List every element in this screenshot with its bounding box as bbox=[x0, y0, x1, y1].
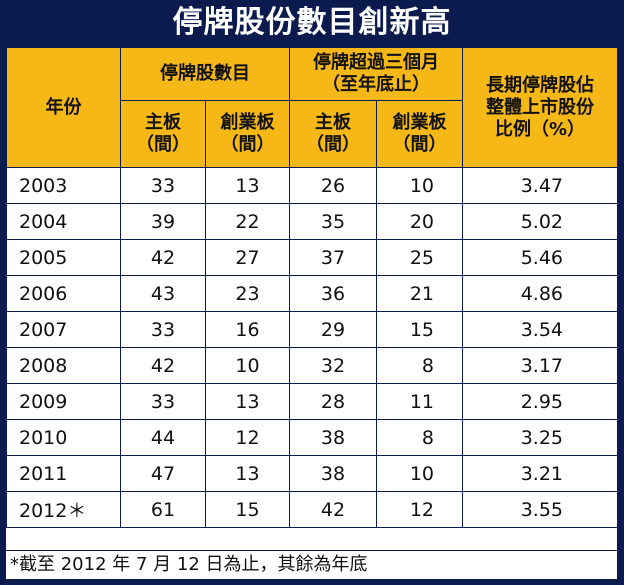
cell-year: 2005 bbox=[6, 239, 121, 276]
cell-suspended-gem: 15 bbox=[205, 491, 290, 528]
cell-long-main: 29 bbox=[289, 311, 377, 348]
cell-year: 2007 bbox=[6, 311, 121, 348]
cell-suspended-main: 42 bbox=[120, 347, 206, 384]
table-row: 2010 44 12 38 8 3.25 bbox=[6, 419, 618, 456]
cell-long-gem: 8 bbox=[376, 419, 463, 456]
header-ratio-line3: 比例（%） bbox=[494, 118, 586, 140]
header-year: 年份 bbox=[6, 47, 121, 168]
cell-year: 2003 bbox=[6, 167, 121, 204]
cell-suspended-gem: 13 bbox=[205, 383, 290, 420]
cell-ratio: 5.46 bbox=[462, 239, 618, 276]
cell-suspended-main: 33 bbox=[120, 311, 206, 348]
header-gem-long-line1: 創業板 bbox=[392, 112, 447, 133]
header-gem-long: 創業板 （間） bbox=[376, 100, 463, 168]
header-gem: 創業板 （間） bbox=[205, 100, 290, 168]
cell-suspended-gem: 22 bbox=[205, 203, 290, 240]
table-row: 2007 33 16 29 15 3.54 bbox=[6, 311, 618, 348]
cell-long-main: 28 bbox=[289, 383, 377, 420]
cell-long-gem: 11 bbox=[376, 383, 463, 420]
header-main-board-line1: 主板 bbox=[145, 112, 181, 133]
cell-year: 2006 bbox=[6, 275, 121, 312]
header-ratio-line2: 整體上市股份 bbox=[486, 96, 594, 118]
cell-suspended-gem: 12 bbox=[205, 419, 290, 456]
cell-suspended-gem: 13 bbox=[205, 455, 290, 492]
cell-suspended-main: 39 bbox=[120, 203, 206, 240]
cell-ratio: 3.54 bbox=[462, 311, 618, 348]
footnote: *截至 2012 年 7 月 12 日為止，其餘為年底 bbox=[6, 551, 617, 579]
cell-suspended-main: 33 bbox=[120, 383, 206, 420]
cell-long-main: 38 bbox=[289, 455, 377, 492]
header-gem-long-line2: （間） bbox=[392, 134, 447, 155]
table-row: 2008 42 10 32 8 3.17 bbox=[6, 347, 618, 384]
cell-ratio: 3.17 bbox=[462, 347, 618, 384]
header-gem-line2: （間） bbox=[220, 134, 275, 155]
cell-suspended-gem: 16 bbox=[205, 311, 290, 348]
cell-long-gem: 10 bbox=[376, 455, 463, 492]
cell-suspended-main: 47 bbox=[120, 455, 206, 492]
cell-suspended-gem: 13 bbox=[205, 167, 290, 204]
cell-long-main: 26 bbox=[289, 167, 377, 204]
header-gem-line1: 創業板 bbox=[220, 112, 275, 133]
cell-ratio: 4.86 bbox=[462, 275, 618, 312]
data-table: 年份 停牌股數目 停牌超過三個月 （至年底止） 長期停牌股佔 整體上市股份 比例… bbox=[6, 47, 618, 528]
cell-suspended-main: 61 bbox=[120, 491, 206, 528]
cell-year: 2011 bbox=[6, 455, 121, 492]
cell-long-main: 35 bbox=[289, 203, 377, 240]
cell-suspended-gem: 10 bbox=[205, 347, 290, 384]
header-main-board-long-line2: （間） bbox=[306, 134, 360, 155]
cell-long-gem: 10 bbox=[376, 167, 463, 204]
cell-suspended-gem: 27 bbox=[205, 239, 290, 276]
cell-ratio: 3.47 bbox=[462, 167, 618, 204]
cell-year: 2008 bbox=[6, 347, 121, 384]
table-row: 2011 47 13 38 10 3.21 bbox=[6, 455, 618, 492]
cell-suspended-main: 42 bbox=[120, 239, 206, 276]
cell-long-gem: 25 bbox=[376, 239, 463, 276]
cell-long-main: 42 bbox=[289, 491, 377, 528]
header-long-suspended: 停牌超過三個月 （至年底止） bbox=[289, 47, 463, 101]
cell-year: 2010 bbox=[6, 419, 121, 456]
table-row: 2012＊ 61 15 42 12 3.55 bbox=[6, 491, 618, 528]
cell-long-main: 37 bbox=[289, 239, 377, 276]
cell-long-main: 36 bbox=[289, 275, 377, 312]
data-table-wrapper: 年份 停牌股數目 停牌超過三個月 （至年底止） 長期停牌股佔 整體上市股份 比例… bbox=[6, 47, 618, 550]
cell-long-gem: 12 bbox=[376, 491, 463, 528]
header-ratio-line1: 長期停牌股佔 bbox=[486, 74, 594, 96]
cell-ratio: 5.02 bbox=[462, 203, 618, 240]
cell-long-main: 38 bbox=[289, 419, 377, 456]
header-main-board-line2: （間） bbox=[136, 134, 190, 155]
cell-suspended-main: 33 bbox=[120, 167, 206, 204]
table-body: 2003 33 13 26 10 3.47 2004 39 22 35 20 5.02 2005 42 27… bbox=[6, 167, 618, 528]
table-row: 2009 33 13 28 11 2.95 bbox=[6, 383, 618, 420]
cell-long-main: 32 bbox=[289, 347, 377, 384]
cell-suspended-main: 43 bbox=[120, 275, 206, 312]
cell-year: 2004 bbox=[6, 203, 121, 240]
table-row: 2004 39 22 35 20 5.02 bbox=[6, 203, 618, 240]
table-row: 2005 42 27 37 25 5.46 bbox=[6, 239, 618, 276]
header-main-board-long: 主板 （間） bbox=[289, 100, 377, 168]
cell-ratio: 2.95 bbox=[462, 383, 618, 420]
cell-long-gem: 15 bbox=[376, 311, 463, 348]
header-main-board: 主板 （間） bbox=[120, 100, 206, 168]
cell-year: 2012＊ bbox=[6, 491, 121, 528]
cell-ratio: 3.25 bbox=[462, 419, 618, 456]
header-ratio: 長期停牌股佔 整體上市股份 比例（%） bbox=[462, 47, 618, 168]
cell-ratio: 3.55 bbox=[462, 491, 618, 528]
cell-long-gem: 21 bbox=[376, 275, 463, 312]
header-suspended-count: 停牌股數目 bbox=[120, 47, 290, 101]
header-long-suspended-line2: （至年底止） bbox=[322, 74, 430, 95]
table-row: 2006 43 23 36 21 4.86 bbox=[6, 275, 618, 312]
cell-suspended-gem: 23 bbox=[205, 275, 290, 312]
cell-long-gem: 20 bbox=[376, 203, 463, 240]
header-long-suspended-line1: 停牌超過三個月 bbox=[313, 52, 439, 73]
table-row: 2003 33 13 26 10 3.47 bbox=[6, 167, 618, 204]
chart-title: 停牌股份數目創新高 bbox=[172, 5, 452, 40]
header-main-board-long-line1: 主板 bbox=[315, 112, 351, 133]
cell-year: 2009 bbox=[6, 383, 121, 420]
cell-ratio: 3.21 bbox=[462, 455, 618, 492]
cell-long-gem: 8 bbox=[376, 347, 463, 384]
cell-suspended-main: 44 bbox=[120, 419, 206, 456]
